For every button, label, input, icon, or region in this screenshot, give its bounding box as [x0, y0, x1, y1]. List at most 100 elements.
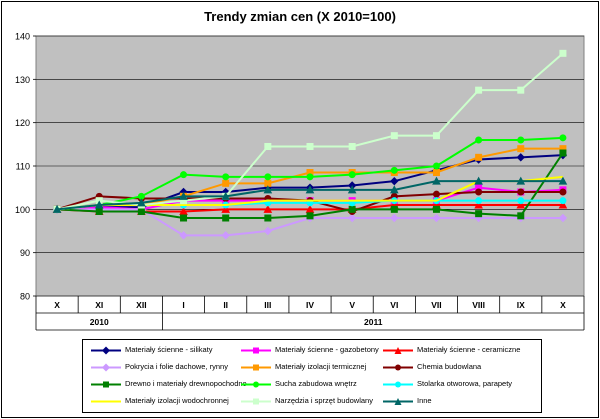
data-point-s5	[517, 145, 525, 153]
legend-label: Materiały ścienne - silikaty	[125, 345, 213, 354]
x-tick-label: V	[349, 300, 355, 310]
x-tick-label: VIII	[472, 300, 485, 310]
legend-swatch	[241, 364, 271, 371]
x-group-label: 2010	[90, 317, 109, 327]
legend-label: Pokrycia i folie dachowe, rynny	[125, 362, 228, 371]
data-point-s4	[179, 231, 188, 240]
x-tick-label: IX	[517, 300, 525, 310]
data-point-s5	[432, 169, 440, 176]
data-point-s4	[263, 226, 273, 236]
data-point-s9	[475, 197, 483, 205]
data-point-s3	[221, 204, 231, 213]
x-tick-label: I	[182, 300, 184, 310]
x-tick-label: VII	[431, 300, 441, 310]
legend-swatch	[383, 364, 413, 371]
legend-swatch	[91, 346, 121, 355]
data-point-s8	[559, 134, 567, 142]
legend-swatch	[241, 381, 271, 388]
data-point-s4	[558, 213, 568, 223]
legend-label: Stolarka otworowa, parapety	[417, 379, 513, 388]
data-point-s11	[475, 86, 483, 94]
data-point-s12	[389, 185, 399, 194]
data-point-s7	[222, 214, 230, 222]
data-point-s7	[475, 210, 483, 218]
data-point-s3	[558, 200, 568, 209]
legend-label: Materiały ścienne - gazobetony	[275, 345, 379, 354]
legend-swatch	[241, 347, 271, 354]
legend-swatch	[91, 400, 121, 403]
legend-label: Chemia budowlana	[417, 362, 482, 371]
chart-title: Trendy zmian cen (X 2010=100)	[204, 9, 396, 24]
data-point-s11	[517, 86, 525, 94]
y-tick-label: 110	[16, 162, 30, 172]
y-tick-label: 100	[15, 205, 30, 215]
data-point-s4	[390, 213, 399, 223]
data-point-s9	[517, 197, 525, 205]
data-point-s12	[137, 198, 146, 207]
data-point-s6	[432, 190, 440, 198]
data-point-s7	[306, 212, 314, 220]
legend-label: Materiały izolacji wodochronnej	[125, 396, 229, 405]
legend-label: Narzędzia i sprzęt budowlany	[275, 396, 373, 405]
data-point-s4	[432, 213, 441, 223]
data-point-s8	[432, 162, 440, 170]
data-point-s9	[559, 197, 567, 205]
data-point-s7	[432, 205, 440, 213]
data-point-s12	[347, 185, 357, 194]
data-point-s11	[559, 49, 567, 57]
data-point-s7	[264, 214, 272, 222]
y-tick-label: 80	[20, 292, 30, 302]
data-point-s6	[475, 188, 483, 196]
data-point-s12	[432, 176, 441, 185]
legend-swatch	[383, 347, 413, 354]
data-point-s7	[517, 212, 525, 220]
data-point-s12	[558, 176, 568, 185]
legend-swatch	[241, 398, 271, 405]
data-point-s8	[180, 171, 188, 179]
legend-label: Materiały izolacji termicznej	[275, 362, 367, 371]
x-tick-label: II	[223, 300, 228, 310]
data-point-s11	[390, 132, 398, 140]
legend-swatch	[383, 398, 413, 405]
data-point-s3	[263, 204, 273, 213]
data-point-s7	[559, 149, 567, 157]
data-point-s8	[222, 173, 230, 181]
x-tick-label: X	[560, 300, 566, 310]
data-point-s4	[221, 231, 230, 240]
data-point-s11	[264, 143, 272, 150]
data-point-s7	[180, 214, 188, 222]
data-point-s12	[305, 185, 315, 194]
data-point-s3	[516, 200, 526, 209]
data-point-s11	[348, 143, 356, 150]
data-point-s7	[348, 205, 356, 213]
legend: Materiały ścienne - silikaty Materiały śc…	[82, 339, 542, 413]
data-point-s8	[517, 136, 525, 144]
data-point-s12	[179, 191, 188, 200]
data-point-s8	[348, 171, 356, 179]
x-tick-label: IV	[306, 300, 314, 310]
legend-label: Inne	[417, 396, 432, 405]
data-point-s6	[517, 188, 525, 196]
data-point-s1	[516, 153, 525, 162]
legend-swatch	[91, 363, 121, 372]
data-point-s7	[95, 208, 103, 215]
data-point-s7	[390, 205, 398, 213]
x-tick-label: XI	[95, 300, 103, 310]
data-point-s8	[390, 166, 398, 174]
data-point-s4	[347, 213, 357, 223]
data-point-s11	[432, 132, 440, 140]
x-tick-label: VI	[390, 300, 398, 310]
x-tick-label: III	[264, 300, 271, 310]
data-point-s6	[559, 188, 567, 196]
data-point-s8	[306, 173, 314, 181]
legend-swatch	[91, 381, 121, 388]
data-point-s12	[52, 204, 62, 213]
data-point-s3	[474, 200, 483, 209]
x-tick-label: X	[54, 300, 60, 310]
data-point-s8	[264, 173, 272, 181]
data-point-s5	[475, 153, 483, 161]
legend-label: Drewno i materiały drewnopochodne	[125, 379, 247, 388]
data-point-s11	[306, 143, 314, 150]
data-point-s7	[137, 208, 145, 215]
